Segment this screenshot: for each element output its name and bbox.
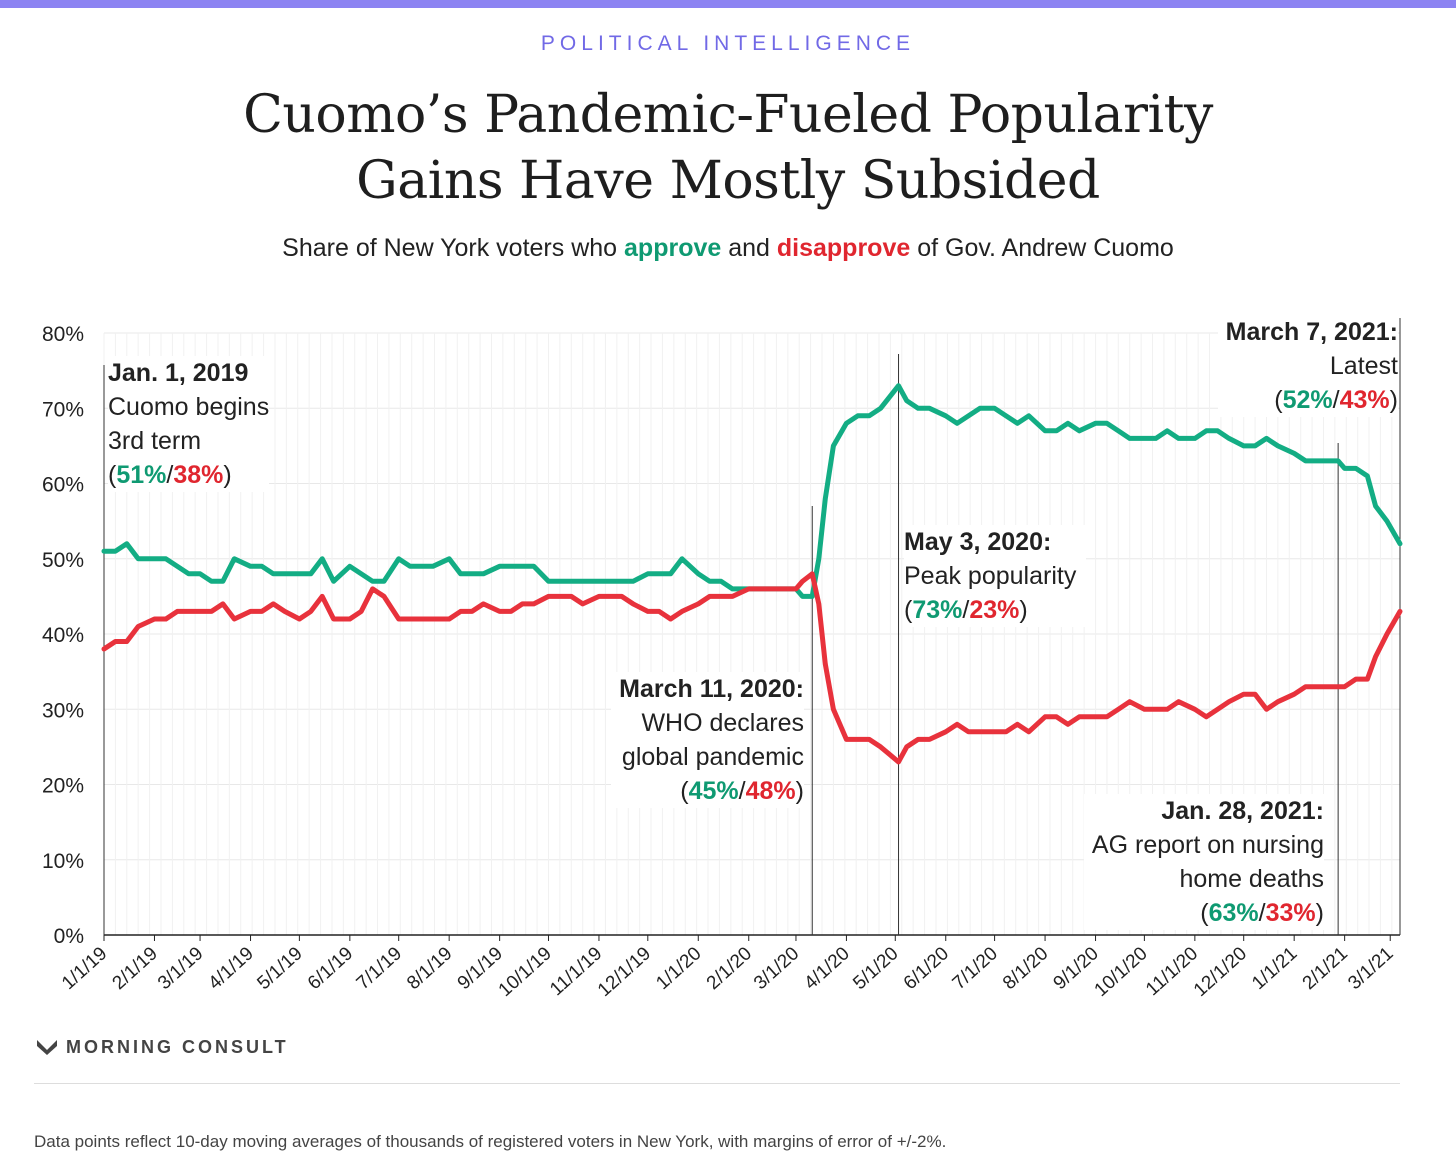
x-tick-label: 12/1/20 xyxy=(1190,943,1251,1001)
subtitle-approve: approve xyxy=(624,234,722,262)
annotation-line: Latest xyxy=(1329,352,1398,380)
disapprove-value: 33% xyxy=(1265,899,1316,927)
annotation-line: WHO declares xyxy=(641,709,804,737)
subtitle-pre: Share of New York voters who xyxy=(282,234,625,262)
brand: MORNING CONSULT xyxy=(36,1034,289,1060)
annotation-values: (73%/23%) xyxy=(904,596,1028,624)
top-accent-bar xyxy=(0,0,1456,8)
y-axis-ticks: 0% 10% 20% 30% 40% 50% 60% 70% 80% xyxy=(42,323,84,948)
annotation-line: 3rd term xyxy=(108,427,202,455)
y-tick-label: 10% xyxy=(42,850,84,873)
disapprove-value: 43% xyxy=(1339,386,1390,414)
x-tick-label: 8/1/19 xyxy=(403,943,456,994)
x-tick-label: 8/1/20 xyxy=(999,943,1052,994)
x-tick-label: 3/1/21 xyxy=(1344,943,1397,994)
x-tick-label: 10/1/20 xyxy=(1091,943,1152,1001)
x-axis-ticks: 1/1/192/1/193/1/194/1/195/1/196/1/197/1/… xyxy=(58,934,1400,1001)
subtitle-post: of Gov. Andrew Cuomo xyxy=(910,234,1174,262)
chart-title-line-2: Gains Have Mostly Subsided xyxy=(356,151,1100,211)
subtitle-mid: and xyxy=(721,234,777,262)
annotation-date: Jan. 28, 2021: xyxy=(1161,797,1324,825)
kicker-label: POLITICAL INTELLIGENCE xyxy=(540,32,916,55)
annotation-may-2020: May 3, 2020: Peak popularity (73%/23%) xyxy=(904,525,1087,627)
disapprove-value: 38% xyxy=(173,461,224,489)
x-tick-label: 4/1/20 xyxy=(800,943,853,994)
y-tick-label: 60% xyxy=(42,474,84,497)
x-tick-label: 2/1/19 xyxy=(109,943,162,994)
annotation-line: AG report on nursing xyxy=(1091,831,1324,859)
annotation-values: (63%/33%) xyxy=(1200,899,1324,927)
approve-value: 51% xyxy=(116,461,167,489)
x-tick-label: 12/1/19 xyxy=(594,943,655,1001)
annotation-line: global pandemic xyxy=(621,743,804,771)
x-tick-label: 3/1/19 xyxy=(154,943,207,994)
value-separator: / xyxy=(166,461,174,489)
annotation-values: (45%/48%) xyxy=(680,777,804,805)
footer-divider xyxy=(34,1083,1400,1084)
x-tick-label: 1/1/19 xyxy=(58,943,111,994)
x-tick-label: 2/1/21 xyxy=(1299,943,1352,994)
annotation-values: (52%/43%) xyxy=(1274,386,1398,414)
annotation-line: Peak popularity xyxy=(904,562,1077,590)
x-tick-label: 3/1/20 xyxy=(750,943,803,994)
x-tick-label: 7/1/19 xyxy=(353,943,406,994)
x-tick-label: 6/1/19 xyxy=(304,943,357,994)
y-tick-label: 50% xyxy=(42,549,84,572)
y-tick-label: 70% xyxy=(42,398,84,421)
x-tick-label: 5/1/19 xyxy=(253,943,306,994)
annotation-date: Jan. 1, 2019 xyxy=(108,359,249,387)
footnote: Data points reflect 10-day moving averag… xyxy=(34,1132,947,1151)
series-line-disapprove xyxy=(101,571,1403,765)
x-tick-label: 2/1/20 xyxy=(703,943,756,994)
value-separator: / xyxy=(962,596,970,624)
subtitle-disapprove: disapprove xyxy=(776,234,911,262)
annotation-date: May 3, 2020: xyxy=(904,528,1052,556)
disapprove-value: 23% xyxy=(969,596,1020,624)
approve-value: 63% xyxy=(1208,899,1259,927)
x-tick-label: 4/1/19 xyxy=(205,943,258,994)
value-separator: / xyxy=(738,777,746,805)
y-tick-label: 20% xyxy=(42,775,84,798)
y-tick-label: 80% xyxy=(42,323,84,346)
chart-subtitle: Share of New York voters who approve and… xyxy=(0,234,1456,263)
x-tick-label: 11/1/19 xyxy=(546,943,606,1000)
x-tick-label: 11/1/20 xyxy=(1142,943,1202,1000)
annotation-line: home deaths xyxy=(1179,865,1324,893)
y-tick-label: 0% xyxy=(54,925,84,948)
brand-name: MORNING CONSULT xyxy=(66,1036,289,1057)
x-tick-label: 1/1/21 xyxy=(1248,943,1301,994)
annotation-values: (51%/38%) xyxy=(108,461,232,489)
morning-consult-logo-icon xyxy=(37,1040,57,1055)
approve-value: 73% xyxy=(912,596,963,624)
x-tick-label: 10/1/19 xyxy=(495,943,556,1001)
value-separator: / xyxy=(1332,386,1340,414)
value-separator: / xyxy=(1258,899,1266,927)
annotation-date: March 11, 2020: xyxy=(619,675,804,703)
x-tick-label: 1/1/20 xyxy=(652,943,705,994)
chart-title-line-1: Cuomo’s Pandemic-Fueled Popularity xyxy=(243,85,1213,145)
series-line-approve xyxy=(101,383,1403,599)
annotation-mar-2020: March 11, 2020: WHO declares global pand… xyxy=(611,672,804,808)
y-tick-label: 30% xyxy=(42,699,84,722)
x-tick-label: 6/1/20 xyxy=(900,943,953,994)
annotation-jan-2019: Jan. 1, 2019 Cuomo begins 3rd term (51%/… xyxy=(108,356,270,492)
annotation-date: March 7, 2021: xyxy=(1225,318,1398,346)
annotation-jan-2021: Jan. 28, 2021: AG report on nursing home… xyxy=(1083,794,1324,930)
x-tick-label: 5/1/20 xyxy=(849,943,902,994)
y-tick-label: 40% xyxy=(42,624,84,647)
chart-series xyxy=(101,383,1403,765)
x-tick-label: 7/1/20 xyxy=(949,943,1002,994)
disapprove-value: 48% xyxy=(745,777,796,805)
annotation-line: Cuomo begins xyxy=(108,393,270,421)
approve-value: 52% xyxy=(1282,386,1333,414)
annotation-mar-2021: March 7, 2021: Latest (52%/43%) xyxy=(1217,315,1398,417)
approve-value: 45% xyxy=(688,777,739,805)
chart-title: Cuomo’s Pandemic-Fueled Popularity Gains… xyxy=(0,82,1456,214)
